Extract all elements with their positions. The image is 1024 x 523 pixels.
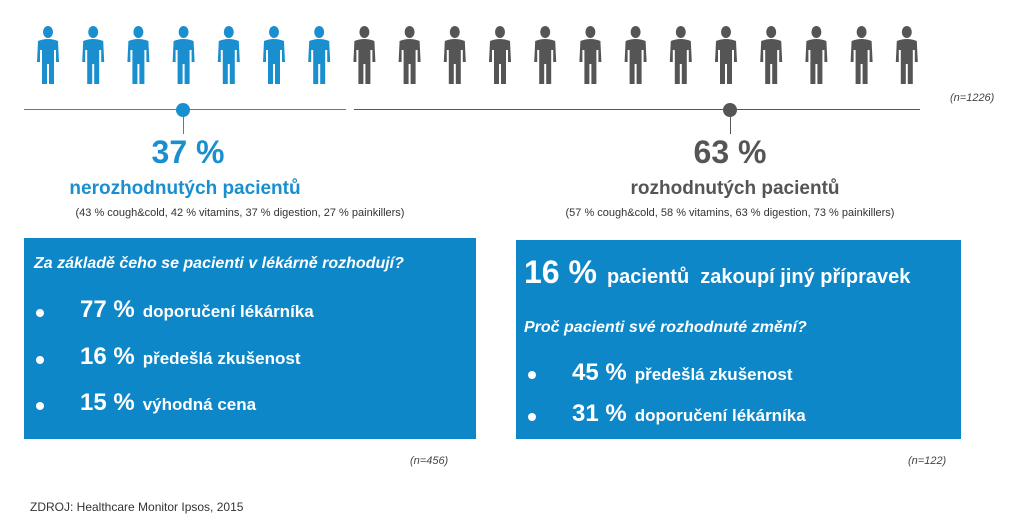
- decided-person-icon: [398, 26, 421, 84]
- bullet: [36, 402, 44, 410]
- undecided-person-icon: [172, 26, 195, 84]
- list-item: 45 % předešlá zkušenost: [572, 359, 792, 387]
- undecided-detail: (43 % cough&cold, 42 % vitamins, 37 % di…: [75, 207, 405, 219]
- list-item: 16 % předešlá zkušenost: [80, 343, 300, 371]
- item-percent: 31 %: [572, 400, 627, 427]
- undecided-reasons-box: Za základě čeho se pacienti v lékárně ro…: [24, 238, 476, 439]
- item-percent: 15 %: [80, 389, 135, 416]
- decided-person-icon: [715, 26, 737, 84]
- headline-percent: 16 %: [524, 254, 597, 290]
- undecided-sample-size: (n=456): [410, 455, 449, 467]
- undecided-percent: 37 %: [151, 134, 225, 170]
- bullet: [36, 356, 44, 364]
- decided-reasons-box: 16 % pacientů zakoupí jiný přípravek Pro…: [516, 240, 961, 439]
- decided-person-icon: [805, 26, 828, 84]
- undecided-marker: [176, 103, 190, 117]
- item-percent: 16 %: [80, 343, 135, 370]
- bullet: [528, 413, 536, 421]
- item-text: předešlá zkušenost: [142, 349, 301, 368]
- source-note: ZDROJ: Healthcare Monitor Ipsos, 2015: [30, 500, 244, 514]
- undecided-person-icon: [82, 26, 105, 84]
- undecided-question: Za základě čeho se pacienti v lékárně ro…: [34, 255, 404, 272]
- decided-pointer: [730, 116, 731, 134]
- undecided-person-icon: [263, 26, 285, 84]
- item-percent: 77 %: [80, 296, 135, 323]
- people-pictograph: [37, 26, 918, 84]
- undecided-person-icon: [127, 26, 150, 84]
- item-text: předešlá zkušenost: [634, 365, 793, 384]
- decided-label: rozhodnutých pacientů: [630, 178, 840, 199]
- list-item: 15 % výhodná cena: [80, 389, 256, 417]
- item-percent: 45 %: [572, 359, 627, 386]
- decided-question: Proč pacienti své rozhodnuté změní?: [524, 319, 807, 336]
- decided-person-icon: [579, 26, 602, 84]
- decided-person-icon: [760, 26, 783, 84]
- headline: 16 % pacientů zakoupí jiný přípravek: [524, 254, 910, 291]
- decided-person-icon: [850, 26, 873, 84]
- decided-person-icon: [489, 26, 511, 84]
- list-item: 31 % doporučení lékárníka: [572, 400, 806, 428]
- item-text: doporučení lékárníka: [142, 302, 314, 321]
- headline-text: pacientů zakoupí jiný přípravek: [606, 266, 911, 288]
- decided-person-icon: [669, 26, 692, 84]
- undecided-person-icon: [308, 26, 331, 84]
- item-text: výhodná cena: [142, 395, 257, 414]
- bullet: [36, 309, 44, 317]
- undecided-pointer: [183, 116, 184, 134]
- decided-person-icon: [624, 26, 647, 84]
- decided-person-icon: [895, 26, 918, 84]
- list-item: 77 % doporučení lékárníka: [80, 296, 314, 324]
- item-text: doporučení lékárníka: [634, 406, 806, 425]
- undecided-label: nerozhodnutých pacientů: [69, 178, 301, 199]
- decided-person-icon: [353, 26, 376, 84]
- bullet: [528, 371, 536, 379]
- undecided-person-icon: [37, 26, 59, 84]
- decided-percent: 63 %: [693, 134, 767, 170]
- decided-person-icon: [534, 26, 557, 84]
- decided-divider: [354, 109, 920, 110]
- decided-detail: (57 % cough&cold, 58 % vitamins, 63 % di…: [565, 207, 895, 219]
- decided-marker: [723, 103, 737, 117]
- decided-sample-size: (n=122): [908, 455, 947, 467]
- decided-person-icon: [443, 26, 466, 84]
- total-sample-size: (n=1226): [950, 92, 995, 104]
- undecided-person-icon: [217, 26, 240, 84]
